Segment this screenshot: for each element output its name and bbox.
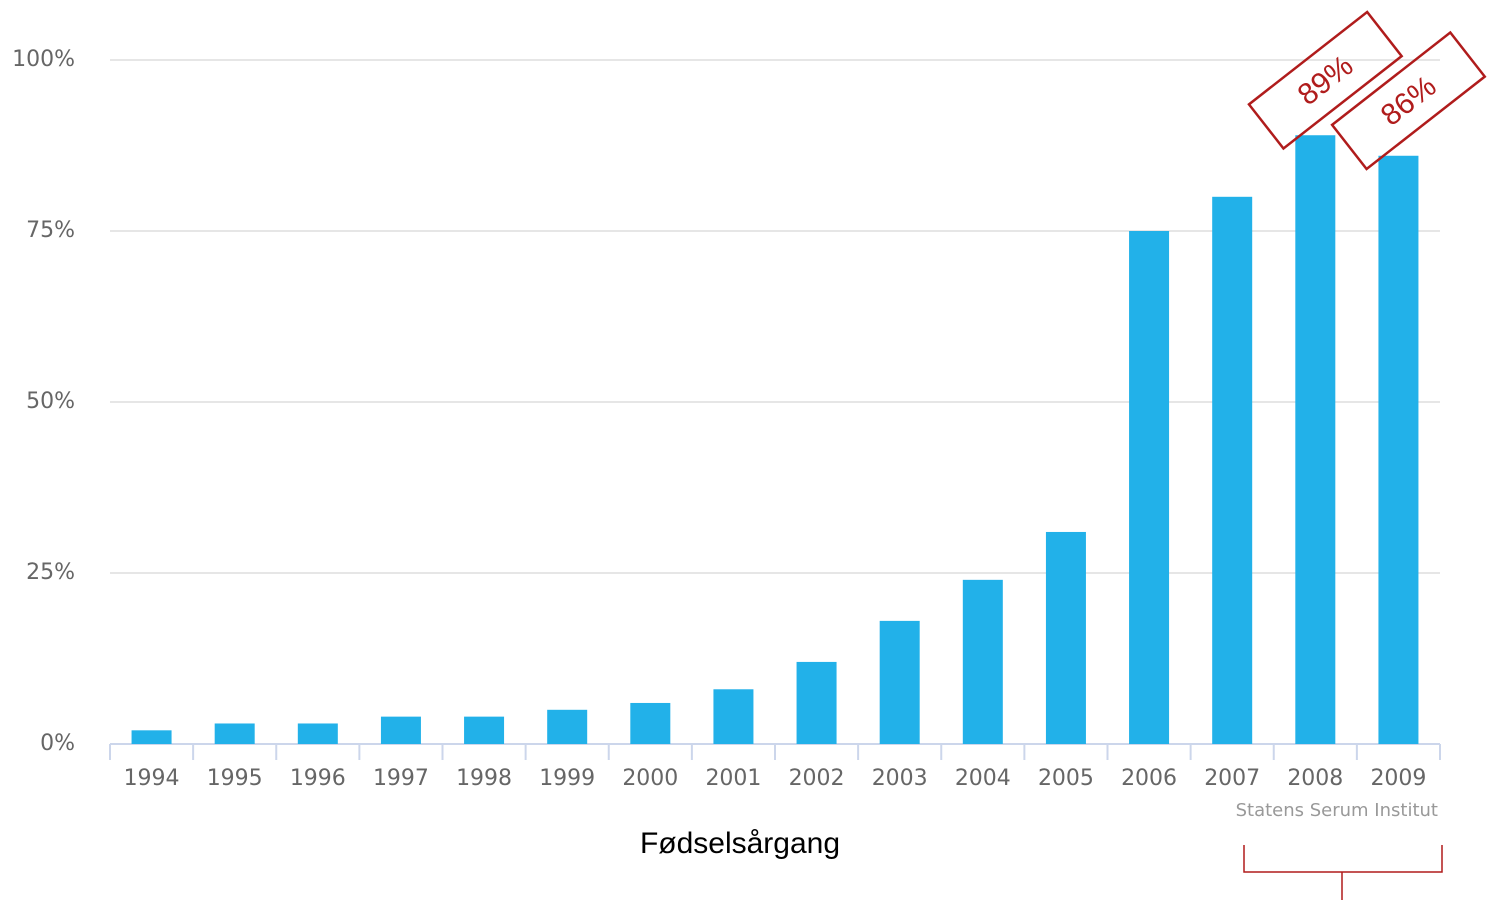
x-tick-label: 2007	[1204, 766, 1260, 791]
bar	[630, 702, 671, 744]
bar	[1045, 531, 1086, 744]
x-tick-label: 1999	[539, 766, 595, 791]
x-tick-label: 2000	[622, 766, 678, 791]
x-tick-label: 2004	[955, 766, 1011, 791]
bar	[1295, 135, 1336, 745]
x-tick-label: 2001	[705, 766, 761, 791]
y-tick-label: 75%	[26, 218, 75, 243]
x-tick-label: 2002	[789, 766, 845, 791]
bar	[297, 723, 338, 744]
y-tick-label: 50%	[26, 389, 75, 414]
y-tick-label: 100%	[12, 47, 75, 72]
bar	[547, 709, 588, 744]
bar	[131, 730, 172, 744]
annotation-box	[1330, 30, 1487, 171]
bar	[1129, 231, 1170, 744]
x-tick-label: 1996	[290, 766, 346, 791]
x-axis-label: Fødselsårgang	[640, 827, 840, 860]
x-tick-label: 2006	[1121, 766, 1177, 791]
annotation: 89%	[1247, 10, 1404, 151]
bar	[464, 716, 505, 744]
x-tick-label: 2008	[1287, 766, 1343, 791]
bracket	[1243, 845, 1443, 900]
bar	[713, 689, 754, 744]
annotation: 86%	[1330, 30, 1487, 171]
x-tick-label: 2005	[1038, 766, 1094, 791]
bar	[380, 716, 421, 744]
x-tick-label: 2003	[872, 766, 928, 791]
source: Statens Serum Institut	[1236, 800, 1438, 821]
bar	[962, 579, 1003, 744]
x-tick-label: 2009	[1370, 766, 1426, 791]
bar	[879, 620, 920, 744]
y-tick-label: 25%	[26, 560, 75, 585]
annotation-box	[1247, 10, 1404, 151]
y-tick-label: 0%	[40, 731, 75, 756]
bar	[1378, 155, 1419, 744]
x-tick-label: 1994	[124, 766, 180, 791]
x-tick-label: 1998	[456, 766, 512, 791]
bar	[796, 661, 837, 744]
bar	[1212, 196, 1253, 745]
value-label: 86%	[1375, 70, 1443, 133]
x-tick-label: 1997	[373, 766, 429, 791]
value-label: 89%	[1292, 49, 1360, 112]
bar	[214, 723, 255, 744]
x-tick-label: 1995	[207, 766, 263, 791]
